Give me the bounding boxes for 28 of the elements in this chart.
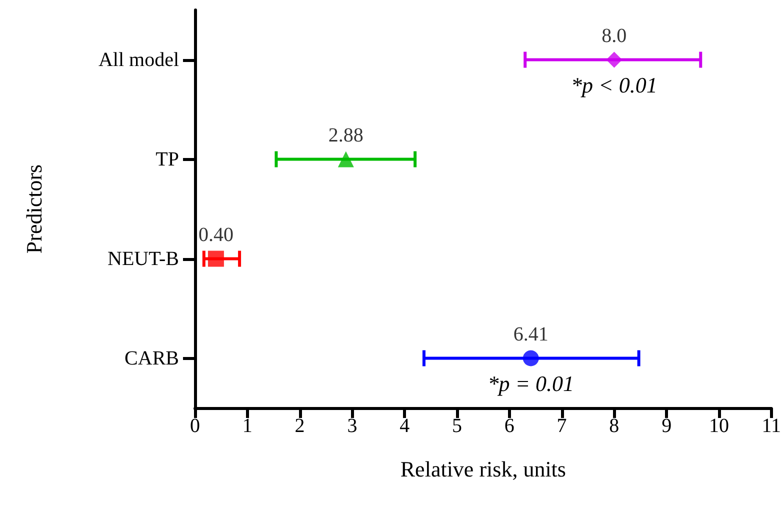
x-tick-label: 4 — [400, 415, 410, 437]
y-axis-title: Predictors — [22, 164, 46, 254]
point — [522, 350, 539, 366]
x-tick-label: 11 — [762, 415, 782, 437]
point — [338, 151, 354, 168]
annotation: *p = 0.01 — [488, 370, 574, 396]
x-tick-label: 3 — [347, 415, 358, 437]
data-label: 8.0 — [602, 24, 627, 47]
x-tick-label: 6 — [504, 415, 514, 437]
x-tick-label: 8 — [609, 415, 620, 437]
x-tick-label: 10 — [708, 415, 729, 437]
data-label: 6.41 — [513, 323, 548, 346]
data-label: 2.88 — [328, 124, 364, 146]
y-tick-label: TP — [156, 148, 179, 170]
x-tick-label: 0 — [190, 415, 200, 437]
x-axis-title: Relative risk, units — [400, 456, 566, 482]
point — [606, 52, 622, 68]
y-tick-label: CARB — [124, 347, 179, 370]
point — [208, 250, 224, 267]
data-label: 0.40 — [198, 224, 234, 246]
x-tick-label: 1 — [242, 415, 252, 437]
y-tick-label: NEUT-B — [108, 248, 179, 270]
x-tick-label: 5 — [452, 415, 462, 437]
x-tick-label: 9 — [662, 415, 672, 437]
annotation: *p < 0.01 — [571, 72, 658, 98]
y-tick-label: All model — [98, 48, 180, 71]
x-tick-label: 7 — [556, 415, 567, 437]
x-tick-label: 2 — [294, 415, 305, 437]
